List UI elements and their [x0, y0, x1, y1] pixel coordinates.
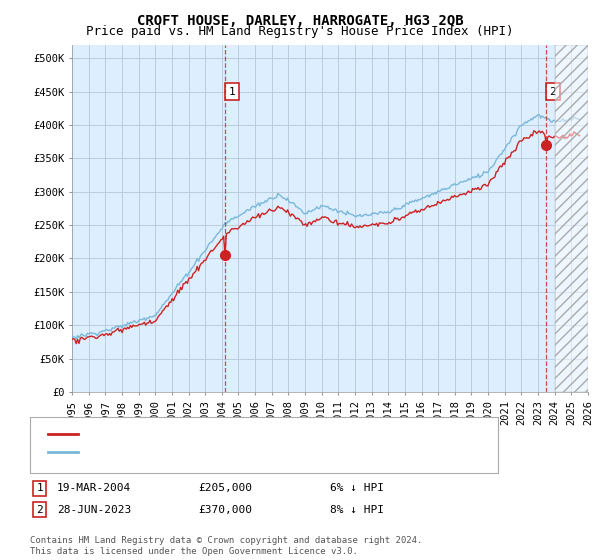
Text: Contains HM Land Registry data © Crown copyright and database right 2024.
This d: Contains HM Land Registry data © Crown c… — [30, 536, 422, 556]
Text: CROFT HOUSE, DARLEY, HARROGATE, HG3 2QB (detached house): CROFT HOUSE, DARLEY, HARROGATE, HG3 2QB … — [81, 429, 431, 439]
Text: £205,000: £205,000 — [198, 483, 252, 493]
Text: 2: 2 — [36, 505, 43, 515]
Text: 8% ↓ HPI: 8% ↓ HPI — [330, 505, 384, 515]
Text: 28-JUN-2023: 28-JUN-2023 — [57, 505, 131, 515]
Text: 2: 2 — [550, 87, 556, 96]
Text: Price paid vs. HM Land Registry's House Price Index (HPI): Price paid vs. HM Land Registry's House … — [86, 25, 514, 38]
Text: HPI: Average price, detached house, North Yorkshire: HPI: Average price, detached house, Nort… — [81, 447, 400, 457]
Text: 1: 1 — [36, 483, 43, 493]
Text: 6% ↓ HPI: 6% ↓ HPI — [330, 483, 384, 493]
Text: 19-MAR-2004: 19-MAR-2004 — [57, 483, 131, 493]
Text: 1: 1 — [229, 87, 235, 96]
Text: CROFT HOUSE, DARLEY, HARROGATE, HG3 2QB: CROFT HOUSE, DARLEY, HARROGATE, HG3 2QB — [137, 14, 463, 28]
Text: £370,000: £370,000 — [198, 505, 252, 515]
